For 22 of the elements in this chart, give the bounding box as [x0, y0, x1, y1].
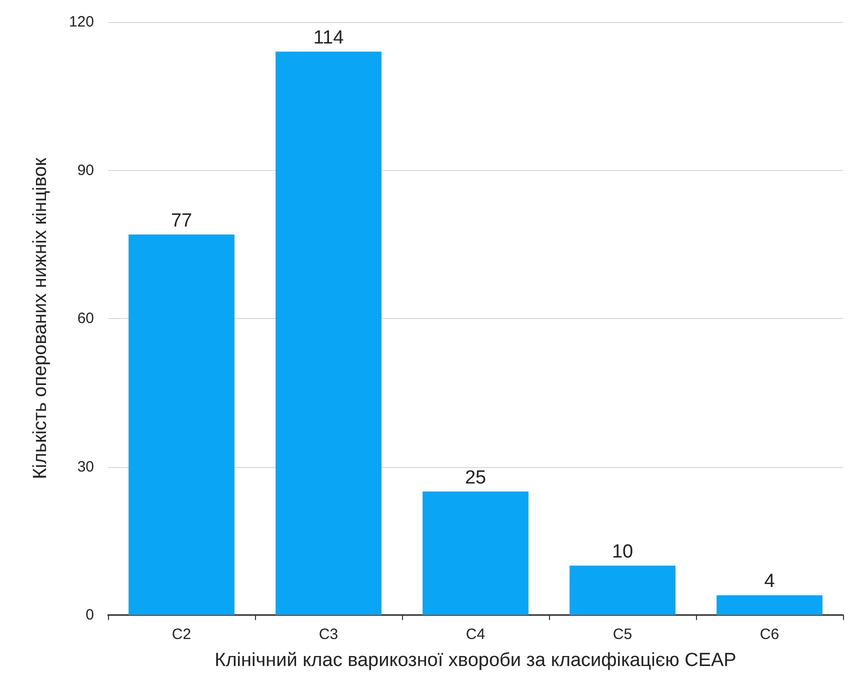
x-tick-label: C6 [760, 626, 780, 643]
data-label: 77 [170, 210, 192, 232]
data-label: 114 [313, 28, 344, 49]
y-tick-label: 120 [68, 14, 94, 30]
bar [422, 491, 528, 615]
bar [570, 566, 676, 615]
bar [128, 234, 234, 615]
data-label: 10 [612, 542, 634, 563]
bar [716, 595, 822, 615]
y-tick-label: 60 [77, 310, 94, 327]
x-tick-label: C5 [612, 626, 632, 643]
y-axis-title: Кількість оперованих нижніх кінцівок [30, 157, 51, 480]
x-tick-label: C4 [466, 626, 486, 643]
data-label: 4 [764, 571, 776, 592]
y-tick-label: 30 [77, 458, 94, 476]
y-tick-label: 90 [77, 162, 94, 179]
y-tick-label: 0 [86, 606, 94, 624]
x-axis-title: Клінічний клас варикозної хвороби за класифікацією CEAP [214, 650, 736, 671]
x-tick-label: C3 [318, 626, 338, 643]
x-tick-label: C2 [172, 626, 192, 643]
bar [276, 52, 382, 615]
data-label: 25 [464, 467, 486, 488]
